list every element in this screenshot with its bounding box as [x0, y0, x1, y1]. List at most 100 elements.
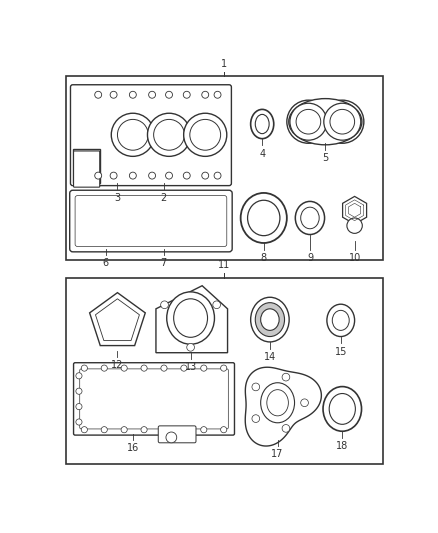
Circle shape	[290, 103, 327, 140]
Text: 18: 18	[336, 441, 348, 451]
Circle shape	[110, 172, 117, 179]
Ellipse shape	[289, 99, 362, 145]
Polygon shape	[343, 196, 367, 224]
Circle shape	[330, 109, 355, 134]
Polygon shape	[245, 367, 321, 446]
Ellipse shape	[261, 383, 294, 423]
Text: 9: 9	[307, 253, 313, 263]
Circle shape	[129, 172, 136, 179]
Circle shape	[141, 365, 147, 371]
Polygon shape	[90, 293, 145, 345]
Circle shape	[81, 365, 88, 371]
Bar	[73, 149, 100, 183]
Circle shape	[202, 172, 208, 179]
Ellipse shape	[173, 299, 208, 337]
Circle shape	[95, 91, 102, 98]
Circle shape	[183, 172, 190, 179]
Circle shape	[166, 432, 177, 443]
Text: 12: 12	[111, 360, 124, 370]
Circle shape	[347, 218, 362, 233]
Text: 7: 7	[160, 258, 167, 268]
Bar	[66, 278, 383, 464]
Circle shape	[95, 172, 102, 179]
Ellipse shape	[295, 201, 325, 235]
Circle shape	[214, 91, 221, 98]
Circle shape	[301, 399, 308, 407]
Bar	[66, 76, 383, 260]
Ellipse shape	[329, 393, 355, 424]
Text: 11: 11	[219, 260, 230, 270]
Circle shape	[101, 426, 107, 433]
Circle shape	[76, 373, 82, 379]
Circle shape	[201, 426, 207, 433]
FancyBboxPatch shape	[71, 85, 231, 185]
Text: 17: 17	[272, 449, 284, 459]
Circle shape	[294, 108, 322, 135]
Text: 3: 3	[114, 192, 120, 203]
Text: 13: 13	[184, 362, 197, 372]
Circle shape	[101, 365, 107, 371]
Circle shape	[287, 100, 330, 143]
Circle shape	[202, 91, 208, 98]
Circle shape	[324, 103, 361, 140]
Ellipse shape	[240, 193, 287, 243]
Circle shape	[183, 91, 190, 98]
FancyBboxPatch shape	[158, 426, 196, 443]
Circle shape	[184, 113, 227, 156]
Circle shape	[121, 365, 127, 371]
Circle shape	[161, 301, 168, 309]
Circle shape	[282, 425, 290, 432]
Circle shape	[148, 113, 191, 156]
Text: 16: 16	[127, 443, 139, 453]
Circle shape	[187, 343, 194, 351]
FancyBboxPatch shape	[70, 190, 232, 252]
Circle shape	[221, 426, 227, 433]
Ellipse shape	[332, 310, 349, 330]
Circle shape	[166, 91, 173, 98]
Text: 14: 14	[264, 352, 276, 362]
FancyBboxPatch shape	[74, 151, 100, 187]
Circle shape	[161, 426, 167, 433]
Circle shape	[148, 91, 155, 98]
Text: 6: 6	[103, 258, 109, 268]
Circle shape	[252, 415, 260, 423]
Circle shape	[76, 388, 82, 394]
Circle shape	[190, 119, 221, 150]
Text: 2: 2	[160, 192, 167, 203]
Text: 8: 8	[261, 253, 267, 263]
Ellipse shape	[267, 390, 288, 416]
Circle shape	[181, 365, 187, 371]
Polygon shape	[156, 286, 228, 353]
Ellipse shape	[251, 109, 274, 139]
Ellipse shape	[167, 292, 215, 344]
Circle shape	[111, 113, 155, 156]
Circle shape	[161, 365, 167, 371]
Circle shape	[213, 301, 220, 309]
Circle shape	[129, 91, 136, 98]
Text: 4: 4	[259, 149, 265, 159]
Circle shape	[221, 365, 227, 371]
Circle shape	[296, 109, 321, 134]
Circle shape	[81, 426, 88, 433]
Circle shape	[76, 419, 82, 425]
Ellipse shape	[327, 304, 355, 336]
Ellipse shape	[301, 207, 319, 229]
Circle shape	[121, 426, 127, 433]
Ellipse shape	[323, 386, 361, 431]
Circle shape	[110, 91, 117, 98]
Text: 1: 1	[222, 59, 227, 69]
Circle shape	[252, 383, 260, 391]
Ellipse shape	[255, 115, 269, 134]
Text: 5: 5	[322, 154, 328, 163]
FancyBboxPatch shape	[74, 363, 234, 435]
Circle shape	[148, 172, 155, 179]
Circle shape	[141, 426, 147, 433]
Circle shape	[181, 426, 187, 433]
Circle shape	[76, 403, 82, 410]
Circle shape	[201, 365, 207, 371]
Circle shape	[321, 100, 364, 143]
Ellipse shape	[251, 297, 289, 342]
Circle shape	[154, 119, 184, 150]
Circle shape	[282, 373, 290, 381]
Ellipse shape	[255, 303, 285, 336]
